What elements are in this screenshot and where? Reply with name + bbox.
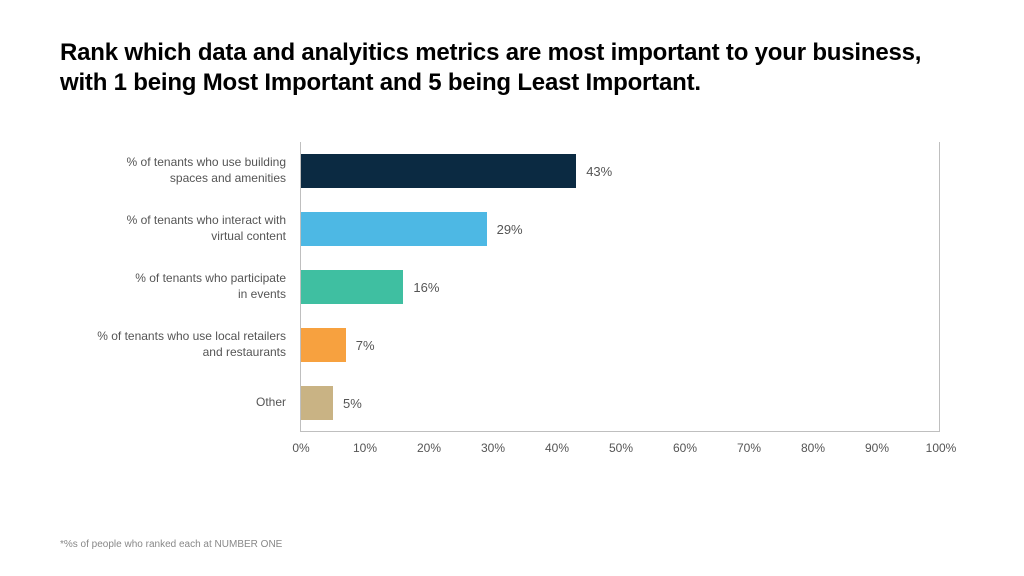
- bar: [301, 154, 576, 188]
- x-tick-label: 90%: [865, 441, 889, 455]
- y-label-row: % of tenants who interact with virtual c…: [90, 200, 300, 258]
- x-tick-label: 30%: [481, 441, 505, 455]
- page-title: Rank which data and analyitics metrics a…: [60, 38, 930, 98]
- y-label: % of tenants who use building spaces and…: [127, 155, 286, 186]
- x-axis-ticks: 0%10%20%30%40%50%60%70%80%90%100%: [301, 435, 939, 455]
- y-label: % of tenants who use local retailers and…: [97, 329, 286, 360]
- x-tick-label: 20%: [417, 441, 441, 455]
- x-tick-label: 60%: [673, 441, 697, 455]
- bar: [301, 386, 333, 420]
- x-tick-label: 100%: [926, 441, 957, 455]
- bar-row: 43%: [301, 142, 939, 200]
- x-tick-label: 80%: [801, 441, 825, 455]
- page: Rank which data and analyitics metrics a…: [0, 0, 1024, 576]
- y-label-row: % of tenants who participate in events: [90, 258, 300, 316]
- plot-area: 43% 29% 16% 7%: [300, 142, 940, 432]
- x-tick-label: 10%: [353, 441, 377, 455]
- bar-row: 7%: [301, 316, 939, 374]
- bars-container: 43% 29% 16% 7%: [301, 142, 939, 431]
- bar-value-label: 16%: [413, 280, 439, 295]
- bar-value-label: 43%: [586, 164, 612, 179]
- bar-value-label: 7%: [356, 338, 375, 353]
- x-tick-label: 40%: [545, 441, 569, 455]
- x-tick-label: 0%: [292, 441, 309, 455]
- bar-value-label: 29%: [497, 222, 523, 237]
- y-label: % of tenants who participate in events: [135, 271, 286, 302]
- y-label-row: % of tenants who use building spaces and…: [90, 142, 300, 200]
- bar: [301, 328, 346, 362]
- bar-row: 29%: [301, 200, 939, 258]
- bar-row: 5%: [301, 374, 939, 432]
- footnote: *%s of people who ranked each at NUMBER …: [60, 539, 282, 550]
- x-tick-label: 50%: [609, 441, 633, 455]
- y-label: Other: [256, 395, 286, 411]
- bar-value-label: 5%: [343, 396, 362, 411]
- y-axis-labels: % of tenants who use building spaces and…: [90, 142, 300, 432]
- chart-plot: % of tenants who use building spaces and…: [90, 142, 976, 432]
- y-label-row: Other: [90, 374, 300, 432]
- bar-row: 16%: [301, 258, 939, 316]
- chart: % of tenants who use building spaces and…: [90, 142, 976, 432]
- bar: [301, 212, 487, 246]
- x-tick-label: 70%: [737, 441, 761, 455]
- y-label-row: % of tenants who use local retailers and…: [90, 316, 300, 374]
- bar: [301, 270, 403, 304]
- y-label: % of tenants who interact with virtual c…: [127, 213, 286, 244]
